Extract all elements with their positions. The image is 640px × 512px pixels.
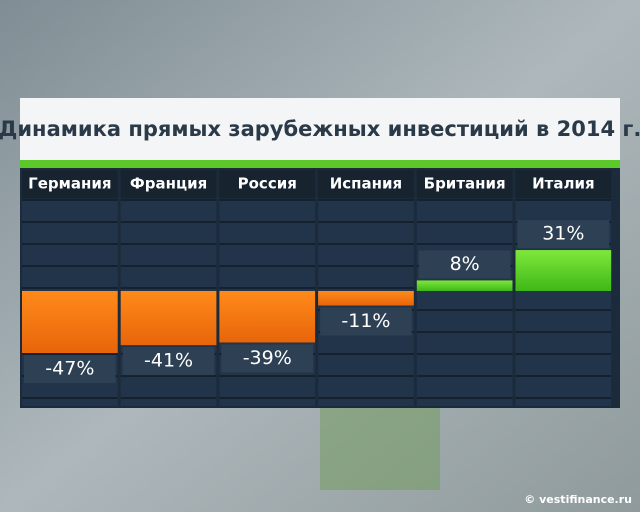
x-tick-label: Россия — [238, 175, 297, 193]
x-tick-label: Испания — [330, 175, 402, 193]
chart-title: Динамика прямых зарубежных инвестиций в … — [0, 117, 640, 141]
value-label: 8% — [450, 253, 480, 275]
label-box — [221, 344, 314, 373]
value-label: 31% — [542, 223, 584, 245]
label-box — [517, 220, 610, 249]
bar — [219, 291, 316, 343]
header-cell — [120, 170, 217, 198]
header-cell — [318, 170, 414, 198]
label-box — [418, 250, 511, 279]
header-cell — [22, 170, 118, 198]
label-box — [320, 307, 412, 336]
bar — [120, 291, 217, 346]
x-tick-label: Италия — [532, 175, 595, 193]
value-label: -11% — [341, 310, 390, 332]
value-label: -39% — [243, 347, 292, 369]
header-cell — [416, 170, 513, 198]
bar — [515, 250, 612, 291]
title-strip — [20, 160, 620, 168]
bar — [318, 291, 414, 306]
x-tick-label: Германия — [28, 175, 111, 193]
bar — [416, 280, 513, 291]
column — [416, 200, 513, 406]
header-cell — [515, 170, 612, 198]
bar — [22, 291, 118, 354]
watermark: © vestifinance.ru — [524, 493, 632, 506]
title-band — [20, 98, 620, 160]
x-tick-label: Франция — [130, 175, 207, 193]
x-tick-label: Британия — [424, 175, 506, 193]
background-decor — [320, 400, 440, 490]
label-box — [24, 355, 116, 384]
value-label: -41% — [144, 350, 193, 372]
value-label: -47% — [45, 358, 94, 380]
header-cell — [219, 170, 316, 198]
label-box — [122, 347, 215, 376]
